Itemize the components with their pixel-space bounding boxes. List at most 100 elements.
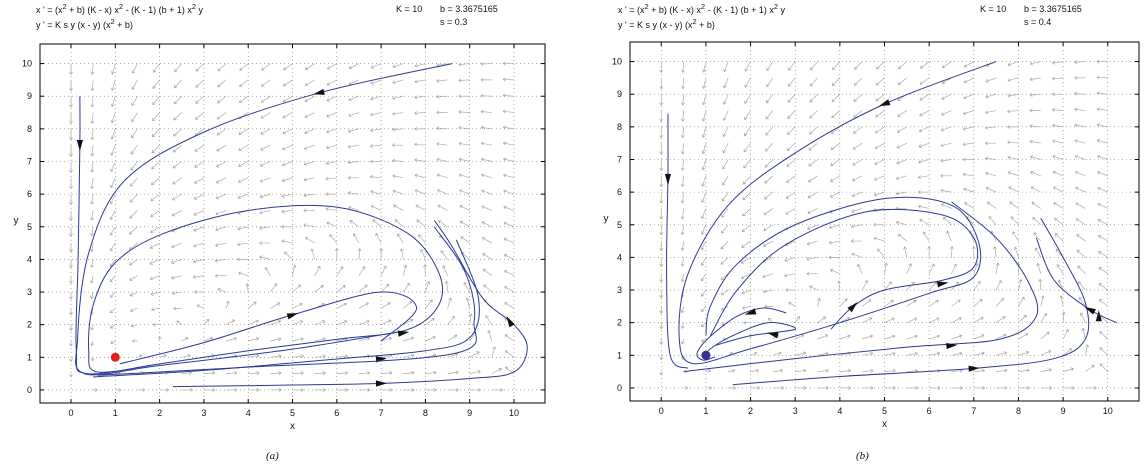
field-arrow xyxy=(918,142,930,148)
field-arrow xyxy=(896,126,907,133)
field-arrow xyxy=(502,61,514,66)
field-arrow xyxy=(159,388,169,392)
field-arrow xyxy=(237,242,249,247)
field-arrow xyxy=(336,354,348,358)
field-arrow xyxy=(325,176,337,181)
field-arrow xyxy=(194,177,205,184)
field-arrow xyxy=(151,144,160,154)
field-arrow xyxy=(766,61,774,72)
field-arrow xyxy=(857,263,863,274)
field-arrow xyxy=(69,210,73,221)
field-arrow xyxy=(270,302,281,309)
field-arrow xyxy=(787,126,796,135)
field-arrow xyxy=(504,350,515,358)
field-arrow xyxy=(720,224,729,234)
direction-field xyxy=(69,61,515,392)
trajectory-5 xyxy=(709,208,979,336)
y-tick-label: 9 xyxy=(27,91,32,101)
field-arrow xyxy=(659,290,664,298)
param-b-b: b = 3.3675165 xyxy=(1024,4,1082,14)
field-arrow xyxy=(458,125,470,130)
field-arrow xyxy=(325,144,337,150)
field-arrow xyxy=(369,144,382,148)
field-arrow xyxy=(839,368,852,373)
field-arrow xyxy=(1053,186,1064,193)
field-arrow xyxy=(281,161,293,167)
field-arrow xyxy=(884,299,894,307)
field-arrow xyxy=(1036,262,1042,274)
field-arrow xyxy=(1007,171,1019,177)
field-arrow xyxy=(927,246,932,258)
field-arrow xyxy=(292,302,303,309)
field-arrow xyxy=(131,96,138,107)
field-arrow xyxy=(1074,60,1086,65)
field-arrow xyxy=(69,161,73,173)
field-arrow xyxy=(659,61,664,73)
field-arrow xyxy=(680,306,685,314)
field-arrow xyxy=(946,230,952,242)
field-arrow xyxy=(259,177,271,183)
field-arrow xyxy=(1040,350,1052,356)
field-arrow xyxy=(69,63,73,75)
field-arrow xyxy=(922,231,930,242)
field-arrow xyxy=(375,233,382,244)
field-arrow xyxy=(806,257,818,261)
field-arrow xyxy=(381,388,393,392)
field-arrow xyxy=(129,210,138,219)
field-arrow xyxy=(248,388,260,392)
field-arrow xyxy=(502,77,515,82)
field-arrow xyxy=(837,280,841,291)
field-arrow xyxy=(270,337,282,342)
field-arrow xyxy=(414,79,426,84)
field-arrow xyxy=(681,61,685,73)
field-arrow xyxy=(225,300,230,309)
field-arrow xyxy=(984,125,997,130)
field-arrow xyxy=(151,307,160,312)
field-arrow xyxy=(334,248,339,260)
field-arrow xyxy=(326,63,337,70)
field-arrow xyxy=(281,193,293,198)
field-arrow xyxy=(392,174,404,179)
field-arrow xyxy=(963,110,974,115)
field-arrow xyxy=(325,207,337,211)
caption-a: (a) xyxy=(266,450,279,462)
field-arrow xyxy=(742,191,751,201)
field-arrow xyxy=(1096,107,1108,112)
field-arrow xyxy=(304,79,315,86)
field-arrow xyxy=(217,288,227,293)
field-arrow xyxy=(392,127,404,132)
field-arrow xyxy=(414,189,426,195)
x-tick-label: 4 xyxy=(837,406,842,416)
field-arrow xyxy=(69,324,73,331)
y-tick-label: 2 xyxy=(27,320,32,330)
x-tick-label: 10 xyxy=(509,408,519,418)
field-arrow xyxy=(174,63,183,73)
field-arrow xyxy=(480,62,492,66)
field-arrow xyxy=(808,126,818,135)
field-arrow xyxy=(458,94,470,99)
field-arrow xyxy=(705,369,712,373)
y-tick-label: 9 xyxy=(617,89,622,99)
field-arrow xyxy=(458,62,470,67)
field-arrow xyxy=(680,322,685,329)
field-arrow xyxy=(304,128,315,134)
field-arrow xyxy=(659,94,664,106)
field-arrow xyxy=(150,210,160,218)
field-arrow xyxy=(919,110,930,117)
field-arrow xyxy=(1018,279,1023,291)
field-arrow xyxy=(1010,216,1019,226)
field-arrow xyxy=(743,159,751,169)
field-arrow xyxy=(701,110,707,122)
trajectory-arrowhead xyxy=(664,173,672,186)
field-arrow xyxy=(1029,93,1041,97)
field-arrow xyxy=(173,95,183,105)
field-arrow xyxy=(393,204,404,211)
field-arrow xyxy=(794,316,800,323)
field-arrow xyxy=(1079,312,1086,323)
field-arrow xyxy=(282,112,293,119)
field-arrow xyxy=(1029,77,1041,82)
field-arrow xyxy=(380,302,391,309)
y-axis-label: y xyxy=(604,214,609,225)
x-tick-label: 0 xyxy=(659,406,664,416)
trajectory-1 xyxy=(75,96,444,375)
